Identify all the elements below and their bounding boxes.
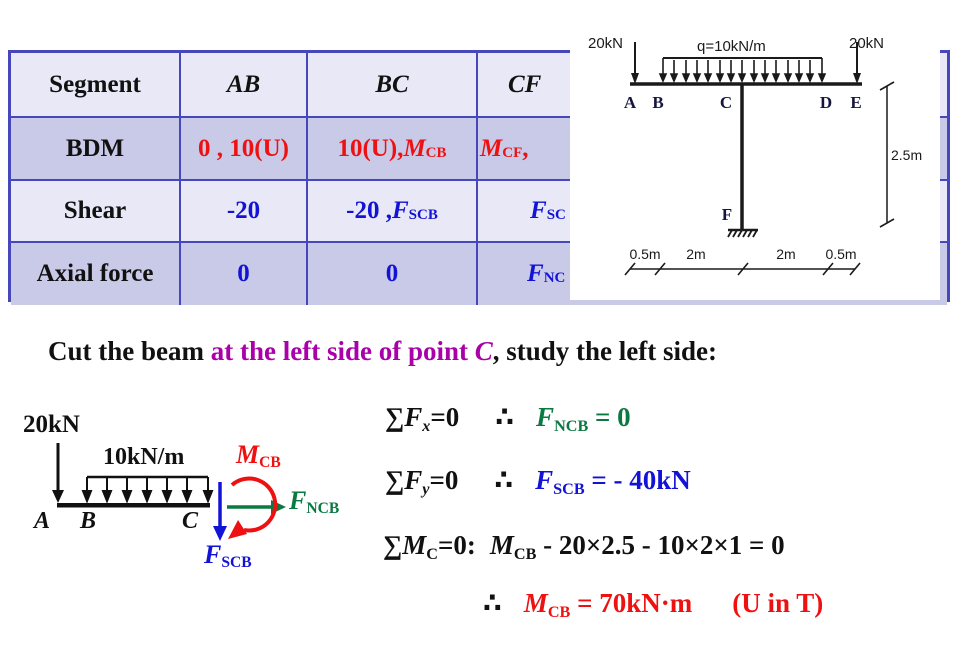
fbd-node-c: C <box>182 508 199 534</box>
therefore-symbol: ∴ <box>494 465 514 495</box>
axial-ab-value: 0 <box>181 243 308 305</box>
cut-instruction-text: Cut the beam at the left side of point C… <box>48 336 717 366</box>
fbd-beam <box>57 503 210 508</box>
shear-ab-value: -20 <box>181 181 308 243</box>
frame-structure-diagram: 20kN q=10kN/m 20kN <box>570 8 940 300</box>
row-label-axial: Axial force <box>11 243 181 305</box>
dim-0-5m-left: 0.5m <box>629 246 660 262</box>
fbd-node-b: B <box>80 508 97 534</box>
table-header-segment: Segment <box>11 53 181 118</box>
eq1-result: FNCB = 0 <box>536 402 631 435</box>
eq4-note: (U in T) <box>732 588 824 618</box>
moment-arrowhead <box>228 520 247 539</box>
frame-left-load-label: 20kN <box>588 35 623 52</box>
eq3-expansion: MCB - 20×2.5 - 10×2×1 = 0 <box>489 530 785 563</box>
eq2-lhs: ∑Fy=0 <box>385 465 459 498</box>
equation-sum-mc: ∑MC=0: MCB - 20×2.5 - 10×2×1 = 0 <box>383 530 785 563</box>
frame-node-a: A <box>624 93 637 112</box>
free-body-diagram: 20kN 10kN/m A B C MCB FNCB FSCB <box>18 398 363 603</box>
bdm-ab-value: 0 , 10(U) <box>181 118 308 181</box>
fbd-point-load-arrowhead <box>52 490 64 503</box>
eq1-lhs: ∑Fx=0 <box>385 402 460 435</box>
fbd-node-a: A <box>34 508 51 534</box>
fixed-support-hatching <box>727 228 758 238</box>
table-header-bc: BC <box>308 53 478 118</box>
frame-node-d: D <box>820 93 832 112</box>
frame-support-label: F <box>722 205 732 224</box>
frame-node-b: B <box>652 93 663 112</box>
bdm-bc-value: 10(U), M CB <box>308 118 478 181</box>
frame-diagram-drawing: 20kN q=10kN/m 20kN <box>588 35 922 276</box>
dim-2m-left: 2m <box>686 246 705 262</box>
row-label-shear: Shear <box>11 181 181 243</box>
frame-node-e: E <box>850 93 861 112</box>
fbd-dist-load-arrows <box>81 477 214 504</box>
distributed-load-label: q=10kN/m <box>697 38 766 55</box>
shear-force-arrowhead <box>213 526 227 541</box>
fbd-drawing <box>52 443 286 541</box>
left-load-arrowhead <box>631 73 639 84</box>
right-load-arrowhead <box>853 73 861 84</box>
distributed-load-arrows <box>658 58 827 84</box>
fbd-point-load-label: 20kN <box>23 411 80 438</box>
shear-force-label: FSCB <box>204 540 252 572</box>
frame-right-load-label: 20kN <box>849 35 884 52</box>
equation-mcb-result: ∴ MCB = 70kN·m (U in T) <box>483 588 824 621</box>
equation-sum-fx: ∑Fx=0 ∴ FNCB = 0 <box>385 402 631 435</box>
dim-2-5m: 2.5m <box>891 147 922 163</box>
fbd-dist-load-label: 10kN/m <box>103 444 185 470</box>
equation-sum-fy: ∑Fy=0 ∴ FSCB = - 40kN <box>385 465 691 498</box>
axial-bc-value: 0 <box>308 243 478 305</box>
moment-arc <box>230 476 278 533</box>
shear-bc-value: -20 , F SCB <box>308 181 478 243</box>
table-header-ab: AB <box>181 53 308 118</box>
eq3-lhs: ∑MC=0: <box>383 530 476 563</box>
frame-node-c: C <box>720 93 732 112</box>
eq2-result: FSCB = - 40kN <box>535 465 691 498</box>
therefore-symbol: ∴ <box>495 402 515 432</box>
vertical-dim-ticks <box>879 81 895 228</box>
row-label-bdm: BDM <box>11 118 181 181</box>
moment-label: MCB <box>236 440 281 472</box>
normal-force-label: FNCB <box>289 486 340 518</box>
dim-0-5m-right: 0.5m <box>825 246 856 262</box>
dimension-ticks <box>624 262 861 276</box>
dim-2m-right: 2m <box>776 246 795 262</box>
eq4-result: MCB = 70kN·m <box>523 588 693 621</box>
therefore-symbol: ∴ <box>483 588 502 618</box>
